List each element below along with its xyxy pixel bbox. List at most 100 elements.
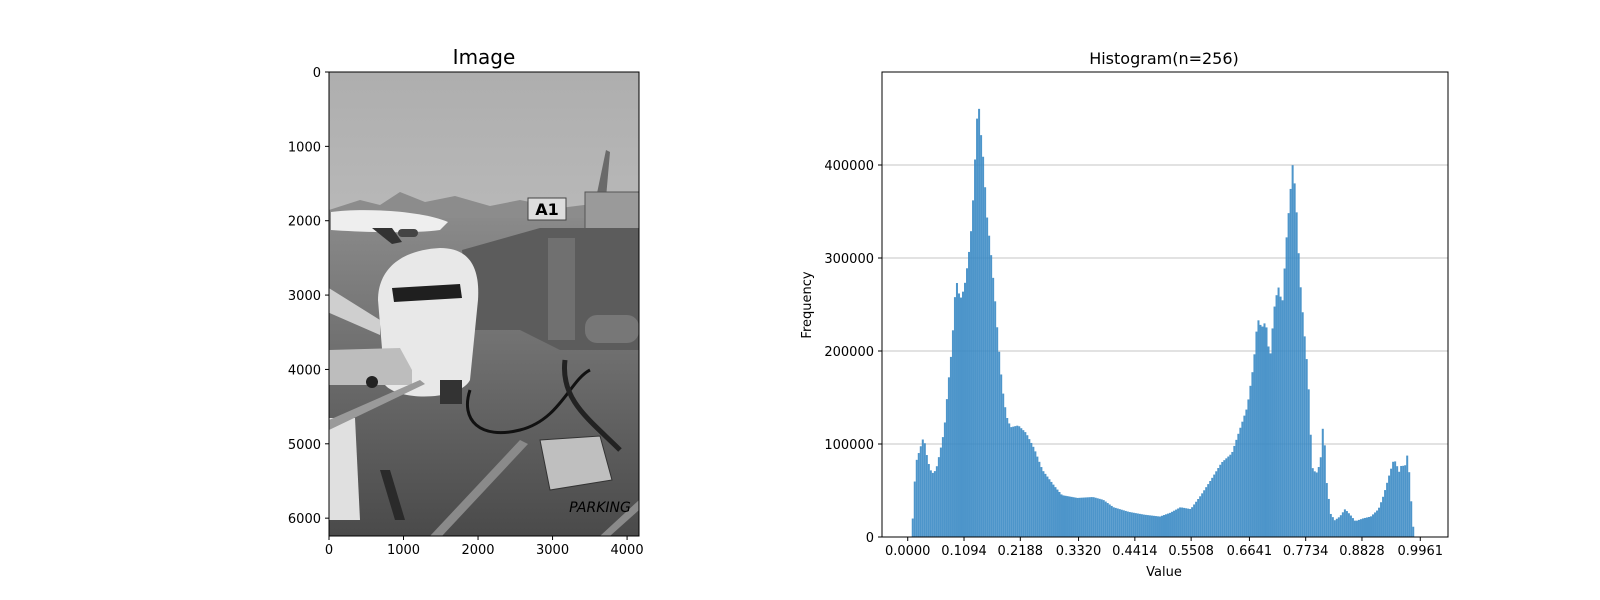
histogram-bar (1345, 511, 1348, 537)
image-panel: Image A1 (288, 45, 644, 558)
histogram-bar (1060, 494, 1063, 537)
histogram-bar (1132, 512, 1135, 537)
histogram-bar (1022, 430, 1025, 537)
histogram-bar (1233, 445, 1236, 537)
histogram-xtick-label: 0.9961 (1398, 544, 1444, 559)
image-xtick-label: 0 (325, 543, 333, 558)
histogram-bar (1384, 490, 1387, 537)
histogram-bar (1126, 511, 1129, 537)
image-ytick-label: 1000 (288, 140, 321, 155)
histogram-bar (1050, 481, 1053, 537)
histogram-bar (1221, 461, 1224, 537)
histogram-bar (1094, 497, 1097, 537)
histogram-bar (1066, 496, 1069, 537)
histogram-bar (939, 447, 942, 537)
histogram-bar (1074, 497, 1077, 537)
histogram-bar (996, 327, 999, 537)
histogram-bar (1263, 323, 1266, 537)
histogram-bar (921, 439, 924, 537)
histogram-xtick-label: 0.8828 (1339, 544, 1385, 559)
histogram-bar (1363, 517, 1366, 537)
histogram-bar (1370, 516, 1373, 537)
histogram-bar (1341, 512, 1344, 537)
histogram-bar (1269, 353, 1272, 537)
histogram-bar (1301, 312, 1304, 537)
histogram-bar (1291, 165, 1294, 538)
histogram-bar (1351, 518, 1354, 537)
histogram-bar (1036, 456, 1039, 537)
histogram-bar (1106, 503, 1109, 537)
histogram-bar (1408, 472, 1411, 537)
histogram-bar (1080, 497, 1083, 537)
histogram-bar (1388, 475, 1391, 537)
histogram-bar (1412, 526, 1415, 537)
histogram-bar (1374, 512, 1377, 537)
histogram-bar (1173, 510, 1176, 537)
histogram-bar (1329, 513, 1332, 537)
histogram-bar (1072, 497, 1075, 537)
histogram-bar (1152, 515, 1155, 537)
histogram-bar (1124, 510, 1127, 537)
histogram-bar (1056, 489, 1059, 537)
histogram-bar (933, 471, 936, 537)
image-title: Image (453, 45, 516, 69)
histogram-bar (953, 297, 956, 537)
histogram-bar (1076, 497, 1079, 537)
histogram-bar (959, 297, 962, 537)
histogram-ytick-label: 300000 (824, 252, 874, 267)
histogram-bar (1175, 509, 1178, 537)
histogram-bar (990, 255, 993, 537)
histogram-bar (1396, 466, 1399, 537)
histogram-bar (966, 268, 969, 537)
histogram-bar (947, 377, 950, 537)
histogram-bar (1030, 442, 1033, 537)
histogram-bar (949, 356, 952, 537)
histogram-bar (1195, 501, 1198, 537)
histogram-bar (1353, 520, 1356, 537)
image-ytick-label: 5000 (288, 438, 321, 453)
histogram-bar (964, 282, 967, 537)
image-ytick-label: 6000 (288, 512, 321, 527)
histogram-bar (1273, 306, 1276, 537)
histogram-bar (1400, 465, 1403, 537)
histogram-bar (1307, 389, 1310, 537)
histogram-bar (1378, 507, 1381, 537)
histogram-xtick-label: 0.4414 (1112, 544, 1158, 559)
histogram-bar (929, 470, 932, 537)
histogram-bar (1275, 295, 1278, 537)
histogram-bar (1219, 464, 1222, 537)
histogram-ylabel: Frequency (800, 271, 815, 338)
histogram-bar (1156, 516, 1159, 537)
histogram-bar (1062, 495, 1065, 537)
histogram-bar (1317, 467, 1320, 537)
histogram-bar (1148, 515, 1151, 537)
histogram-bar (1154, 516, 1157, 537)
image-xtick-label: 3000 (536, 543, 569, 558)
histogram-bar (911, 518, 914, 537)
histogram-bar (1333, 520, 1336, 537)
histogram-bar (1177, 508, 1180, 537)
image-frame (328, 71, 640, 537)
histogram-bar (1144, 514, 1147, 537)
histogram-bar (1171, 511, 1174, 537)
histogram-bar (1185, 508, 1188, 537)
histogram-ytick-label: 200000 (824, 345, 874, 360)
histogram-bar (1223, 460, 1226, 537)
histogram-bar (1138, 513, 1141, 537)
histogram-bar (1267, 346, 1270, 537)
histogram-bar (980, 135, 983, 537)
histogram-bar (1199, 496, 1202, 537)
histogram-bar (1018, 426, 1021, 537)
histogram-axis-ticks: 0.0000 0.1094 0.2188 0.3320 0.4414 0.5508 0.66… (824, 159, 1443, 559)
histogram-bar (1331, 517, 1334, 537)
histogram-bar (1398, 471, 1401, 537)
gate-sign-text: A1 (535, 200, 559, 219)
histogram-bar (1255, 331, 1258, 537)
histogram-bar (925, 455, 928, 537)
histogram-bar (1004, 407, 1007, 537)
grayscale-photo: A1 (329, 72, 639, 536)
histogram-bar (1211, 477, 1214, 537)
histogram-bar (1245, 409, 1248, 537)
histogram-bar (982, 156, 985, 537)
histogram-bar (1082, 497, 1085, 537)
